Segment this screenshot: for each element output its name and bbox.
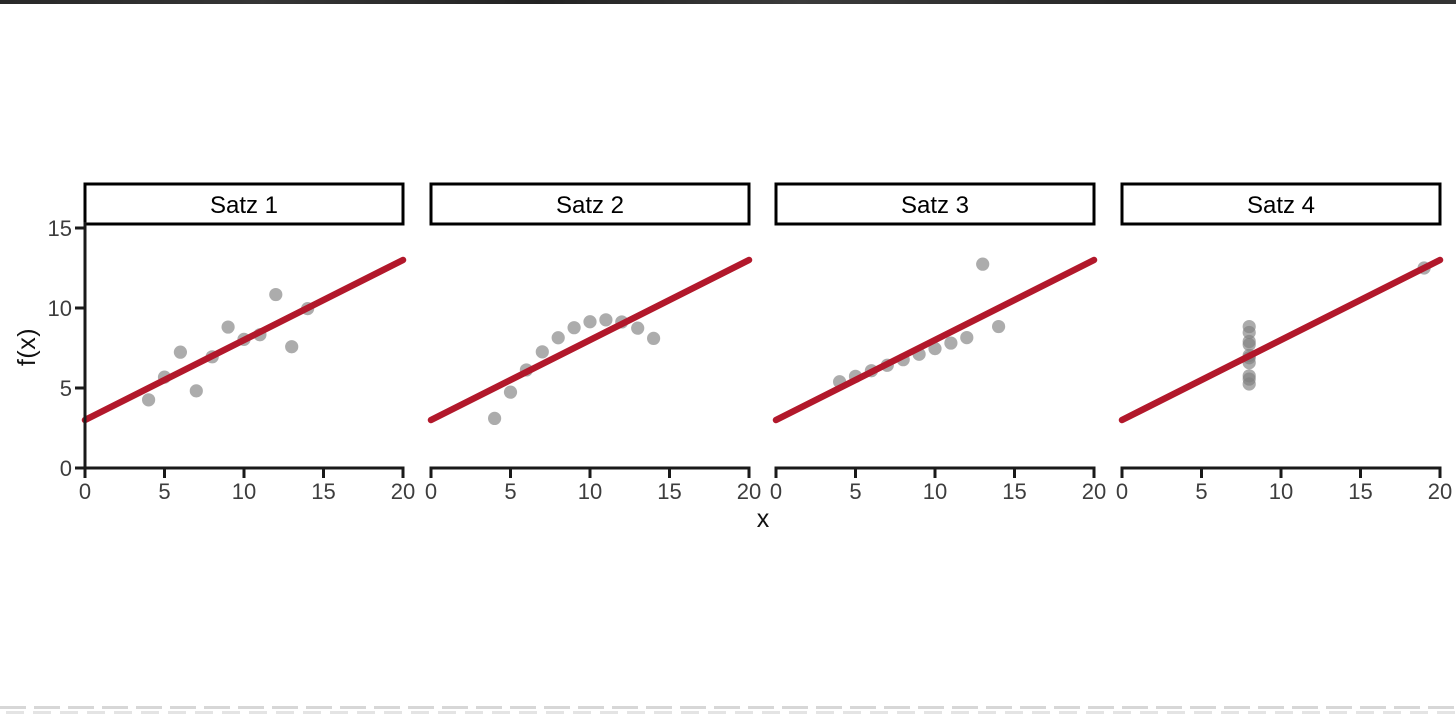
facet-label: Satz 2 [556, 192, 624, 219]
data-point [488, 411, 502, 425]
x-tick-label: 15 [1002, 479, 1026, 504]
data-point [631, 321, 645, 335]
y-tick-label: 0 [60, 456, 72, 481]
data-point [1242, 372, 1256, 386]
facet-strip [1120, 182, 1442, 226]
x-tick-label: 5 [1195, 479, 1207, 504]
data-point [503, 385, 518, 399]
data-point [221, 320, 235, 334]
facet-strip [83, 182, 405, 226]
x-tick-label: 5 [849, 479, 861, 504]
x-tick-label: 10 [1269, 479, 1293, 504]
data-point [599, 313, 613, 327]
data-point [976, 257, 990, 271]
data-point [944, 336, 958, 350]
x-tick-label: 15 [657, 479, 681, 504]
facet-label: Satz 3 [901, 192, 969, 219]
regression-line [81, 256, 407, 424]
x-tick-label: 0 [425, 479, 437, 504]
facet-label: Satz 4 [1247, 192, 1315, 219]
x-tick-label: 10 [232, 479, 256, 504]
x-tick-label: 20 [1082, 479, 1106, 504]
regression-line [1118, 256, 1444, 424]
facet-strip [429, 182, 751, 226]
data-point [535, 345, 549, 359]
data-point [647, 331, 661, 345]
x-tick-label: 20 [391, 479, 415, 504]
scan-artifact-bottom [0, 706, 1456, 715]
regression-line [427, 256, 753, 424]
facet-label: Satz 1 [210, 192, 278, 219]
y-tick-label: 15 [48, 216, 72, 241]
data-point [551, 331, 565, 345]
data-point [567, 321, 581, 335]
data-point [960, 331, 974, 345]
y-axis-title: f(x) [12, 327, 41, 367]
facet-strip [774, 182, 1096, 226]
x-tick-label: 20 [737, 479, 761, 504]
x-axis-title: x [756, 505, 770, 533]
data-point [285, 340, 299, 354]
x-tick-label: 0 [770, 479, 782, 504]
x-tick-label: 10 [578, 479, 602, 504]
x-tick-label: 5 [504, 479, 516, 504]
data-point [173, 345, 187, 359]
data-point [189, 384, 203, 398]
data-point [992, 319, 1006, 334]
data-point [142, 393, 156, 407]
x-tick-label: 15 [311, 479, 335, 504]
x-tick-label: 15 [1348, 479, 1372, 504]
x-tick-label: 0 [1116, 479, 1128, 504]
y-tick-label: 5 [60, 376, 72, 401]
data-point [583, 315, 597, 329]
x-tick-label: 20 [1428, 479, 1452, 504]
data-point [928, 342, 942, 356]
x-tick-label: 5 [158, 479, 170, 504]
data-point [1242, 334, 1256, 349]
x-tick-label: 0 [79, 479, 91, 504]
x-tick-label: 10 [923, 479, 947, 504]
scan-artifact-top [0, 0, 1456, 4]
regression-line [772, 256, 1098, 424]
data-point [269, 287, 283, 302]
y-tick-label: 10 [48, 296, 72, 321]
